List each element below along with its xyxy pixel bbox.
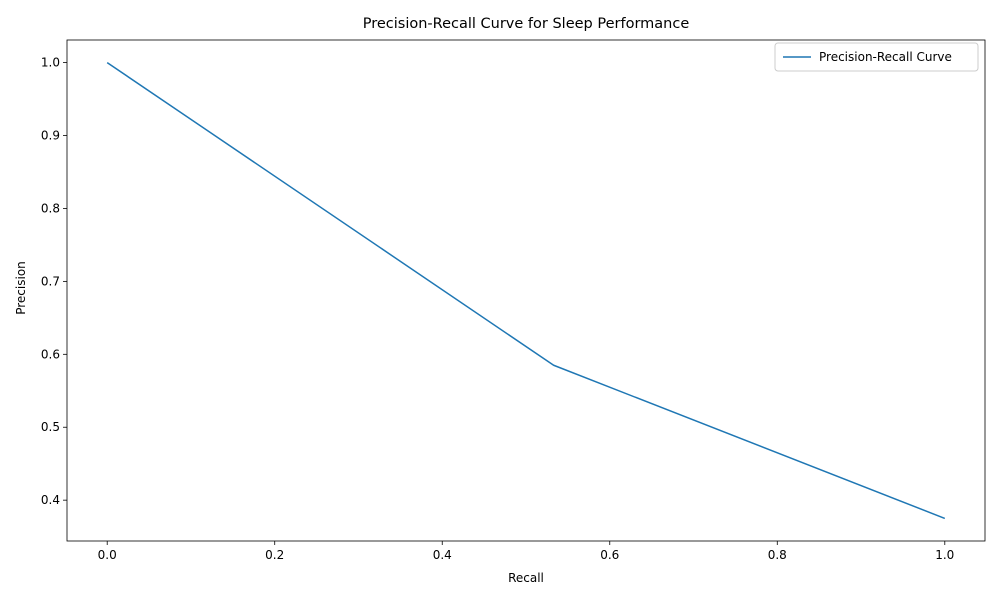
y-tick-label: 0.5 xyxy=(41,420,60,434)
y-tick-label: 0.8 xyxy=(41,201,60,215)
y-tick-label: 0.7 xyxy=(41,274,60,288)
series-line-precision-recall xyxy=(106,61,946,520)
y-tick-label: 0.4 xyxy=(41,493,60,507)
legend: Precision-Recall Curve xyxy=(774,42,979,72)
x-tick-label: 1.0 xyxy=(935,548,954,562)
x-tick-label: 0.6 xyxy=(600,548,619,562)
plot-area: 0.0 0.2 0.4 0.6 0.8 1.0 0.4 0.5 0.6 0.7 0.8 0.9 1.0 xyxy=(41,39,986,562)
axes-background xyxy=(67,40,985,541)
y-tick-label: 0.9 xyxy=(41,129,60,143)
x-tick-label: 0.8 xyxy=(768,548,787,562)
y-tick-label: 0.6 xyxy=(41,347,60,361)
legend-box xyxy=(774,42,979,72)
y-tick-label: 1.0 xyxy=(41,56,60,70)
x-tick-label: 0.2 xyxy=(265,548,284,562)
x-tick-label: 0.0 xyxy=(98,548,117,562)
axes-frame xyxy=(66,39,986,542)
y-axis-label: Precision xyxy=(14,261,28,315)
legend-entry-label: Precision-Recall Curve xyxy=(819,50,952,64)
chart-title: Precision-Recall Curve for Sleep Perform… xyxy=(363,16,690,32)
x-tick-label: 0.4 xyxy=(433,548,452,562)
x-axis-label: Recall xyxy=(508,571,544,585)
